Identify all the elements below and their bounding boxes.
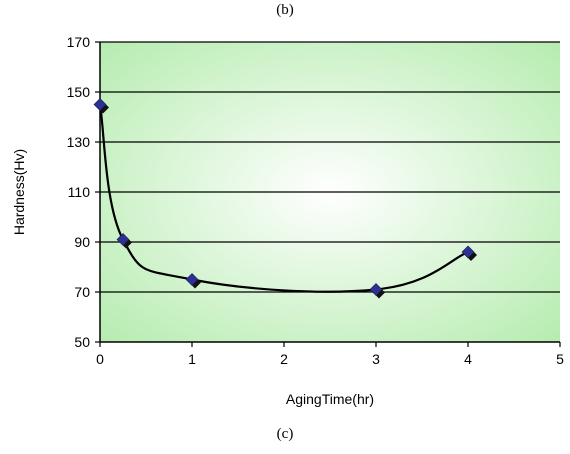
data-point [185,273,201,289]
x-tick-label: 1 [188,351,196,367]
data-point [369,283,385,299]
y-tick-label: 90 [74,234,90,250]
x-axis-label: AgingTime(hr) [286,391,374,407]
data-point [461,245,477,261]
x-tick-label: 2 [280,351,288,367]
figure-label-bottom: (c) [276,426,294,442]
y-axis-label: Hardness(Hv) [11,149,27,235]
x-tick-label: 5 [556,351,564,367]
y-tick-label: 50 [74,334,90,350]
y-tick-label: 130 [67,134,91,150]
data-point [93,98,109,114]
x-tick-label: 3 [372,351,380,367]
x-tick-label: 4 [464,351,472,367]
y-tick-label: 70 [74,284,90,300]
data-point [116,233,132,249]
figure-label-top: (b) [276,2,294,18]
data-markers [93,98,477,299]
y-tick-label: 110 [68,184,91,200]
y-tick-label: 170 [67,34,91,50]
x-tick-label: 0 [96,351,104,367]
tick-labels: 50 70 90 110 130 150 170 0 1 2 3 4 5 [67,34,564,367]
y-tick-label: 150 [67,84,91,100]
